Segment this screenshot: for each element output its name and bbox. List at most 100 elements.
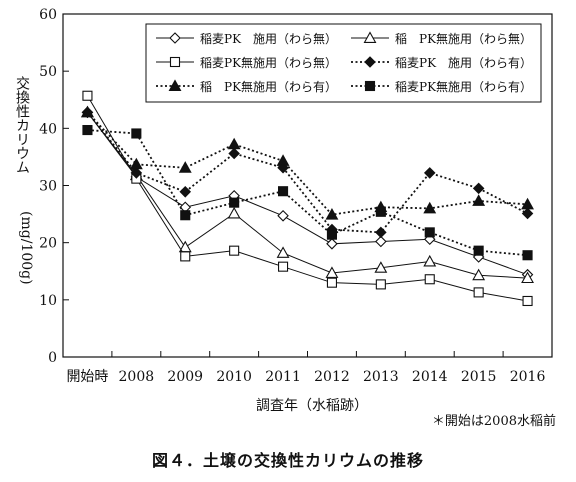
x-tick-label: 2011 <box>265 369 301 385</box>
data-point <box>473 287 484 298</box>
legend-label: 稲麦PK無施用（わら有） <box>395 79 532 94</box>
data-point <box>276 246 290 258</box>
x-tick-label: 2015 <box>461 369 497 385</box>
data-point <box>424 274 435 285</box>
data-point <box>423 167 436 179</box>
data-point <box>375 206 386 217</box>
series-line <box>87 95 528 302</box>
x-tick-label: 2009 <box>167 369 203 385</box>
data-point <box>325 208 339 220</box>
data-point <box>180 251 191 262</box>
y-tick-label: 40 <box>39 121 57 137</box>
legend-item: 稲 PK無施用（わら無） <box>351 31 532 46</box>
legend-item: 稲麦PK 施用（わら有） <box>351 56 532 70</box>
data-point <box>180 210 191 221</box>
data-point <box>131 128 142 139</box>
x-tick-label: 2014 <box>412 369 448 385</box>
data-point <box>169 56 181 68</box>
legend-item: 稲麦PK無施用（わら無） <box>156 55 337 70</box>
legend-item: 稲麦PK無施用（わら有） <box>351 79 532 94</box>
data-point <box>424 227 435 238</box>
series-line <box>86 111 528 216</box>
data-point <box>521 207 534 220</box>
data-point <box>326 277 338 288</box>
data-point <box>168 79 182 91</box>
data-point <box>130 167 143 179</box>
series-line <box>86 111 528 234</box>
data-point <box>228 147 240 160</box>
series-5 <box>81 105 534 220</box>
y-tick-label: 60 <box>39 7 57 23</box>
data-point <box>277 210 289 222</box>
x-tick-label: 開始時 <box>66 369 108 385</box>
data-point <box>363 31 377 43</box>
axes: 0 10 20 30 40 50 60 開始時 2008 2009 2010 2011 2012 2013… <box>39 7 553 385</box>
legend-label: 稲 PK無施用（わら有） <box>200 79 337 94</box>
x-tick-label: 2016 <box>510 369 546 385</box>
legend-item: 稲 PK無施用（わら有） <box>156 79 337 94</box>
x-tick-label: 2012 <box>314 369 350 385</box>
series-6 <box>82 124 533 261</box>
data-point <box>364 80 376 92</box>
data-point <box>375 279 386 290</box>
x-tick-label: 2013 <box>363 369 399 385</box>
legend: 稲麦PK 施用（わら無） 稲 PK無施用（わら無） 稲麦PK無施用（わら無） 稲麦PK… <box>145 23 542 103</box>
y-axis-title: 交換性カリウム (mg/100g) <box>14 75 34 284</box>
data-point <box>178 161 192 173</box>
data-point <box>227 206 241 219</box>
series-line <box>87 112 528 279</box>
legend-label: 稲麦PK 施用（わら有） <box>395 56 532 70</box>
series-1 <box>81 106 534 281</box>
data-point <box>129 157 143 170</box>
data-point <box>229 245 240 256</box>
data-point <box>364 56 376 68</box>
y-tick-label: 50 <box>39 64 57 80</box>
series-layer <box>81 90 534 307</box>
data-point <box>276 154 290 166</box>
data-point <box>229 197 240 208</box>
start-note: ＊開始は2008水稲前 <box>432 413 556 429</box>
series-line <box>87 112 528 276</box>
legend-label: 稲麦PK無施用（わら無） <box>200 55 337 70</box>
data-point <box>472 268 486 281</box>
data-point <box>325 266 339 278</box>
data-point <box>169 32 181 44</box>
data-point <box>522 295 533 307</box>
data-point <box>423 254 437 267</box>
x-axis-title: 調査年（水稲跡） <box>256 398 368 414</box>
data-point <box>522 250 533 261</box>
data-point <box>521 271 534 284</box>
series-4 <box>81 106 534 239</box>
y-tick-label: 0 <box>48 350 57 366</box>
legend-box <box>145 23 542 103</box>
legend-label: 稲 PK無施用（わら無） <box>395 31 532 46</box>
data-point <box>374 261 388 273</box>
data-point <box>82 124 93 136</box>
y-tick-label: 20 <box>39 236 57 252</box>
data-point <box>472 194 486 206</box>
data-point <box>423 201 437 214</box>
x-tick-label: 2008 <box>119 369 155 385</box>
data-point <box>81 105 94 118</box>
figure-caption: 図４．土壌の交換性カリウムの推移 <box>152 451 424 470</box>
data-point <box>473 245 484 256</box>
data-point <box>326 238 338 250</box>
data-point <box>82 90 93 101</box>
data-point <box>521 197 534 210</box>
data-point <box>375 226 387 239</box>
data-point <box>227 137 241 150</box>
series-line <box>87 129 528 257</box>
y-axis-title-unit: (mg/100g) <box>18 211 34 285</box>
series-3 <box>82 90 533 307</box>
y-tick-label: 10 <box>39 293 57 309</box>
data-point <box>179 186 192 198</box>
data-point <box>277 186 289 197</box>
x-tick-label: 2010 <box>216 369 252 385</box>
data-point <box>326 229 338 240</box>
legend-label: 稲麦PK 施用（わら無） <box>200 31 337 46</box>
series-2 <box>81 105 534 284</box>
legend-item: 稲麦PK 施用（わら無） <box>156 31 337 46</box>
y-axis-title-main: 交換性カリウム <box>14 75 30 174</box>
